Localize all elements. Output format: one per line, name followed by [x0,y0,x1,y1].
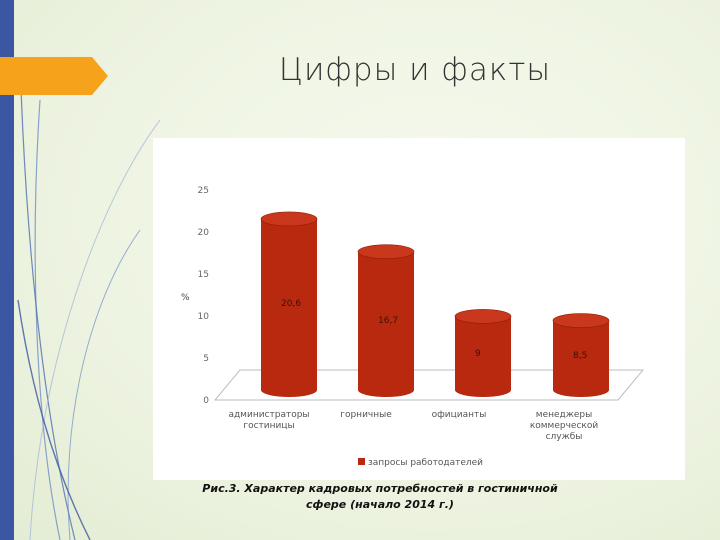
x-tick-label: менеджеры [536,410,592,420]
data-label: 8,5 [573,351,587,361]
data-label: 16,7 [378,316,398,326]
bar-top [357,244,415,260]
bar-top [454,309,512,324]
data-label: 9 [475,349,481,359]
data-label: 20,6 [281,299,301,309]
x-tick-label: горничные [340,410,392,420]
bar-body [358,251,414,397]
chart-floor [213,369,645,401]
bar-body [553,320,609,397]
bar-4 [552,313,610,397]
bar-1 [260,211,318,397]
bar-body [455,316,511,397]
x-tick-label: администраторы [228,410,309,420]
caption-line-1: Рис.3. Характер кадровых потребностей в … [202,482,558,495]
accent-sidebar [0,0,14,540]
bar-2 [357,244,415,397]
x-tick-label: гостиницы [243,421,294,431]
figure-caption: Рис.3. Характер кадровых потребностей в … [190,481,570,513]
y-tick-label: 0 [203,396,209,406]
legend-label: запросы работодателей [368,458,483,468]
y-tick-label: 10 [198,312,210,322]
bar-chart: 0 5 10 15 20 25% 20,6 16,7 9 8,5 администраторыгос… [181,186,645,468]
chart-panel [153,138,685,480]
bar-top [552,313,610,328]
y-axis-label: % [181,293,190,303]
y-tick-label: 25 [198,186,209,196]
y-tick-label: 20 [198,228,210,238]
y-tick-label: 5 [203,354,209,364]
x-tick-label: службы [546,432,583,442]
decorative-lines [17,59,160,540]
bar-3 [454,309,512,397]
arrow-tab-shape [0,57,108,95]
bar-body [261,218,317,397]
x-tick-label: официанты [432,410,487,420]
x-tick-label: коммерческой [530,421,599,431]
caption-line-2: сфере (начало 2014 г.) [306,498,454,511]
bar-top [260,211,318,227]
slide-title: Цифры и факты [278,52,552,88]
y-tick-label: 15 [198,270,209,280]
legend-swatch [358,458,365,465]
